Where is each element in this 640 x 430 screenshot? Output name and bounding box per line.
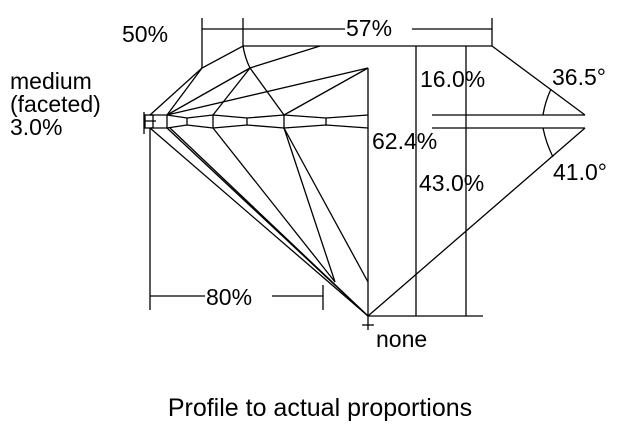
diagram-caption: Profile to actual proportions xyxy=(167,394,473,422)
girdle-label-line2: (faceted) xyxy=(10,91,101,117)
pavilion-depth-label: 43.0% xyxy=(419,170,485,196)
crown-height-label: 16.0% xyxy=(420,66,486,92)
pavilion xyxy=(149,68,586,330)
girdle xyxy=(143,112,585,134)
total-depth-label: 62.4% xyxy=(372,128,438,154)
star-length-label: 50% xyxy=(122,21,169,47)
culet-label: none xyxy=(376,326,428,352)
girdle-thickness-label: 3.0% xyxy=(10,114,63,140)
pavilion-angle-label: 41.0° xyxy=(553,159,607,185)
dimension-lines xyxy=(149,18,554,316)
crown-angle-label: 36.5° xyxy=(552,64,606,90)
girdle-label-line1: medium xyxy=(10,68,92,94)
table-label: 57% xyxy=(346,15,393,41)
crown-facets xyxy=(166,45,369,116)
lower-half-length-label: 80% xyxy=(206,284,253,310)
